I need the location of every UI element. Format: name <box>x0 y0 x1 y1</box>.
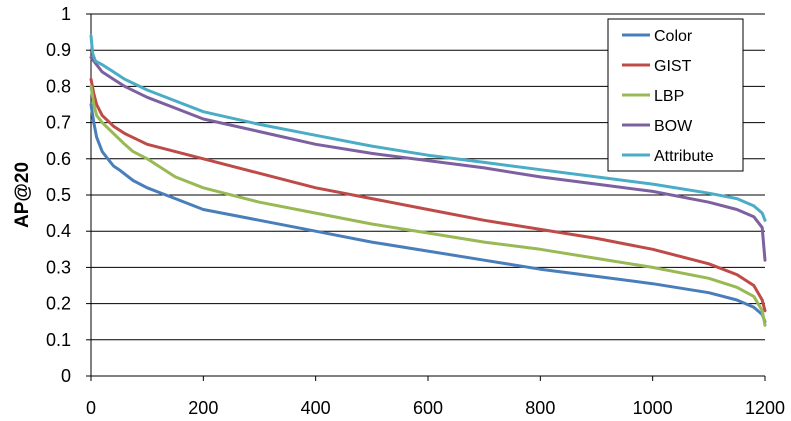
y-tick-label: 0.7 <box>46 113 71 133</box>
x-tick-label: 400 <box>301 398 331 418</box>
y-tick-label: 0.6 <box>46 149 71 169</box>
y-tick-label: 0 <box>61 366 71 386</box>
y-tick-label: 0.5 <box>46 185 71 205</box>
legend: Color GIST LBP BOW Attribute <box>607 18 744 172</box>
y-tick-label: 0.2 <box>46 294 71 314</box>
x-tick-label: 1000 <box>633 398 673 418</box>
y-tick-label: 0.3 <box>46 257 71 277</box>
x-tick-label: 200 <box>188 398 218 418</box>
series-line-attribute <box>89 34 767 222</box>
x-tick-label: 600 <box>413 398 443 418</box>
y-tick-label: 0.1 <box>46 330 71 350</box>
x-tick-label: 1200 <box>745 398 785 418</box>
legend-entry-bow: BOW <box>654 118 693 135</box>
legend-entry-lbp: LBP <box>654 88 684 105</box>
x-tick-labels: 0 200 400 600 800 1000 1200 <box>86 398 785 418</box>
x-tick-label: 0 <box>86 398 96 418</box>
y-tick-label: 0.4 <box>46 221 71 241</box>
axes <box>86 13 766 381</box>
y-tick-label: 0.8 <box>46 76 71 96</box>
series-line-bow <box>89 55 767 262</box>
series-line-lbp <box>89 84 767 327</box>
y-tick-label: 1 <box>61 4 71 24</box>
y-axis-label: AP@20 <box>12 162 33 228</box>
series-lines <box>89 34 767 327</box>
series-line-color <box>89 103 767 324</box>
legend-entry-color: Color <box>654 28 693 45</box>
series-line-gist <box>89 77 767 313</box>
legend-entry-attribute: Attribute <box>654 148 714 165</box>
y-tick-labels: 0 0.1 0.2 0.3 0.4 0.5 0.6 0.7 0.8 0.9 1 <box>46 4 71 386</box>
y-tick-label: 0.9 <box>46 40 71 60</box>
legend-entry-gist: GIST <box>654 58 692 75</box>
x-tick-label: 800 <box>525 398 555 418</box>
